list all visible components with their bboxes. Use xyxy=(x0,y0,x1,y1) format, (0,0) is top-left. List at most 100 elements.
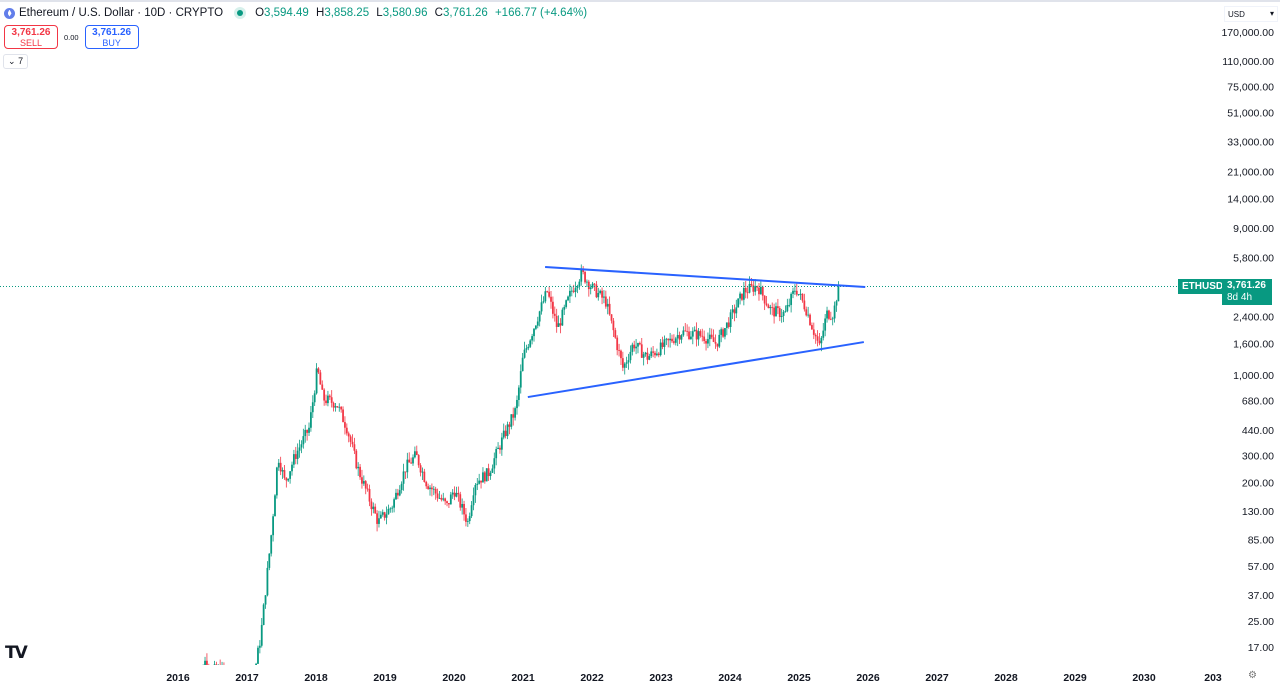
candle-body xyxy=(355,450,358,469)
candle-body xyxy=(400,483,403,491)
x-tick-label: 2023 xyxy=(649,672,673,681)
candle-body xyxy=(385,514,388,518)
candle-body xyxy=(279,462,282,472)
buy-button[interactable]: 3,761.26 BUY xyxy=(84,25,139,49)
candle-body xyxy=(550,296,552,302)
candle-body xyxy=(612,320,615,331)
candle-body xyxy=(212,668,214,671)
candle-body xyxy=(729,312,732,327)
candle-body xyxy=(790,293,793,305)
x-tick-label: 2020 xyxy=(442,672,466,681)
x-tick-label: 2022 xyxy=(580,672,604,681)
tradingview-logo[interactable]: TV xyxy=(5,643,28,663)
candle-body xyxy=(725,322,728,329)
spread-value: 0.00 xyxy=(64,32,79,42)
settings-icon[interactable]: ⚙ xyxy=(1248,670,1257,681)
candle-body xyxy=(304,429,307,437)
candle-body xyxy=(423,471,426,482)
candle-body xyxy=(493,458,496,469)
candle-body xyxy=(758,287,760,295)
candle-body xyxy=(621,358,624,368)
candle-body xyxy=(620,350,622,359)
candle-body xyxy=(606,303,609,307)
candle-body xyxy=(691,331,694,337)
candle-body xyxy=(351,441,354,445)
candle-body xyxy=(328,395,331,398)
candle-body xyxy=(378,518,380,524)
close-value: 3,761.26 xyxy=(442,7,488,19)
candle-body xyxy=(669,338,672,341)
candle-body xyxy=(570,290,573,292)
candle-body xyxy=(489,472,492,477)
candle-body xyxy=(536,321,539,326)
candle-body xyxy=(727,322,730,327)
candle-body xyxy=(336,406,339,408)
y-tick-label: 9,000.00 xyxy=(1233,223,1274,235)
candle-body xyxy=(349,436,352,442)
candle-body xyxy=(824,318,827,331)
indicator-count: 7 xyxy=(18,56,24,66)
candle-body xyxy=(765,303,768,306)
candle-body xyxy=(674,338,677,343)
candle-body xyxy=(431,487,433,490)
candle-body xyxy=(465,514,467,522)
candle-body xyxy=(610,314,613,321)
candle-body xyxy=(383,512,386,518)
candle-body xyxy=(283,470,286,478)
candle-body xyxy=(294,454,297,459)
candle-body xyxy=(572,290,575,292)
candle-body xyxy=(342,409,344,423)
candle-body xyxy=(344,422,346,428)
candle-body xyxy=(531,336,534,341)
candle-body xyxy=(708,334,711,340)
candle-body xyxy=(338,406,341,408)
indicators-toggle[interactable]: ⌄ 7 xyxy=(3,54,29,69)
symbol-title[interactable]: Ethereum / U.S. Dollar · 10D · CRYPTO xyxy=(19,7,224,19)
candle-body xyxy=(260,624,263,646)
candle-body xyxy=(393,499,395,508)
candle-body xyxy=(712,337,715,342)
candle-body xyxy=(580,268,583,282)
candle-body xyxy=(784,311,787,312)
candle-body xyxy=(427,486,430,490)
candle-body xyxy=(315,368,318,394)
candle-body xyxy=(659,342,662,356)
candle-body xyxy=(673,341,675,343)
sell-button[interactable]: 3,761.26 SELL xyxy=(4,25,58,49)
x-tick-label: 2017 xyxy=(235,672,259,681)
y-tick-label: 25.00 xyxy=(1248,616,1274,628)
candle-body xyxy=(574,288,577,292)
candle-body xyxy=(474,484,477,496)
candle-body xyxy=(661,342,664,347)
candle-body xyxy=(546,291,549,293)
candle-body xyxy=(629,351,632,361)
candle-body xyxy=(266,567,269,596)
candle-body xyxy=(742,288,745,300)
open-value: 3,594.49 xyxy=(264,7,309,19)
candle-body xyxy=(313,393,316,403)
candle-body xyxy=(750,283,753,286)
candle-body xyxy=(444,498,447,502)
currency-select[interactable]: USD ▾ xyxy=(1224,6,1278,22)
candle-body xyxy=(737,298,740,308)
candle-body xyxy=(773,307,776,317)
candle-body xyxy=(833,305,836,319)
candle-body xyxy=(644,352,647,355)
candle-body xyxy=(417,455,420,466)
candle-body xyxy=(642,354,645,358)
candle-body xyxy=(255,663,257,665)
candle-body xyxy=(455,492,458,497)
candle-body xyxy=(440,497,443,500)
candle-body xyxy=(811,325,813,330)
y-tick-label: 57.00 xyxy=(1248,561,1274,573)
candle-body xyxy=(752,285,755,292)
candle-body xyxy=(603,296,605,298)
y-tick-label: 2,400.00 xyxy=(1233,311,1274,323)
candle-body xyxy=(818,340,821,344)
y-tick-label: 37.00 xyxy=(1248,590,1274,602)
candle-body xyxy=(663,339,666,347)
candle-body xyxy=(805,309,808,316)
candle-body xyxy=(788,304,791,306)
candle-body xyxy=(398,490,401,496)
